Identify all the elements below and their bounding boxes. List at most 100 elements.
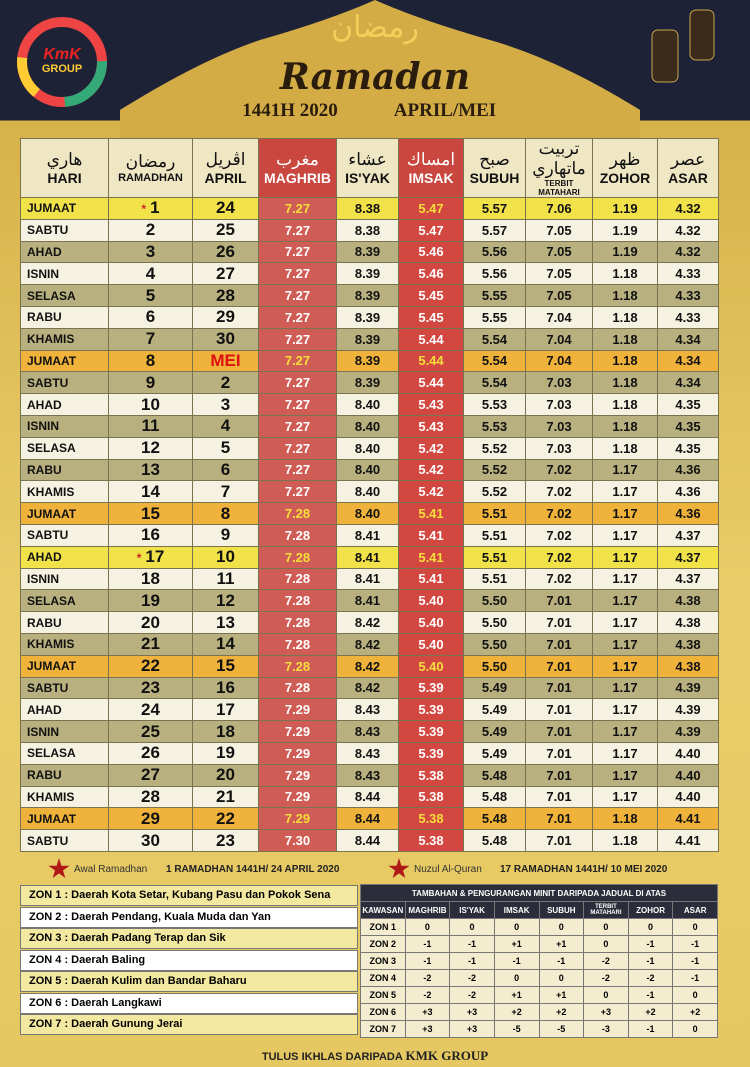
cell: 5.54 — [463, 327, 526, 351]
cell: 7.28 — [258, 589, 337, 613]
cell-text: ISNIN — [27, 724, 60, 739]
cell: 7.27 — [258, 197, 337, 220]
cell-text: 5.49 — [481, 680, 508, 696]
cell-text: 13 — [141, 459, 160, 479]
cell: 1.18 — [592, 284, 658, 307]
cell-text: 25 — [141, 721, 160, 741]
table-row: SELASA 12 5 7.27 8.40 5.42 5.52 7.03 1.18 4.35 — [20, 436, 719, 460]
header-label: TERBIT MATAHARI — [538, 179, 580, 197]
table-row: JUMAAT * 1 24 7.27 8.38 5.47 5.57 7.06 1.19 4.32 — [20, 197, 719, 220]
cell-text: 7.01 — [546, 745, 572, 761]
cell-text: 9 — [220, 525, 231, 545]
cell: 7.05 — [525, 262, 593, 286]
adjustment-row: ZON 7 +3 +3 -5 -5 -3 -1 0 — [360, 1020, 718, 1038]
note-text: 17 RAMADHAN 1441H/ 10 MEI 2020 — [500, 864, 668, 875]
table-row: AHAD 24 17 7.29 8.43 5.39 5.49 7.01 1.17 4.39 — [20, 698, 719, 722]
adjustment-cell: -2 — [404, 969, 451, 987]
cell: 8.42 — [336, 632, 399, 656]
cell: 3 — [108, 240, 193, 264]
cell: 16 — [192, 676, 259, 700]
cell: 10 — [108, 393, 193, 416]
cell: 7.27 — [258, 240, 337, 264]
cell-text: 7.03 — [546, 375, 572, 391]
cell-text: 5.40 — [418, 593, 444, 609]
cell-text: 5.41 — [418, 549, 444, 565]
cell-text: 7.29 — [284, 811, 311, 827]
cell-text: 7.02 — [546, 549, 572, 565]
table-row: JUMAAT 8 MEI 7.27 8.39 5.44 5.54 7.04 1.18 4.34 — [20, 349, 719, 373]
cell-text: KHAMIS — [27, 332, 75, 347]
adjustment-cell: +3 — [449, 1003, 495, 1021]
adjustment-cell: ZON 1 — [360, 918, 406, 936]
adjustment-cell: 0 — [583, 935, 629, 953]
cell: 5.49 — [463, 676, 526, 700]
cell: 4.39 — [657, 698, 719, 722]
cell: 1.19 — [592, 240, 658, 264]
cell: 7.05 — [525, 240, 593, 264]
cell-text: 8.44 — [354, 811, 381, 827]
cell-text: 7.01 — [546, 658, 572, 674]
cell-text: 5.47 — [418, 200, 444, 216]
cell: 4.39 — [657, 720, 719, 743]
cell-text: 7.28 — [284, 636, 311, 652]
cell: 7.01 — [525, 589, 593, 613]
star-icon — [388, 858, 410, 879]
cell: 5.50 — [463, 589, 526, 613]
cell: 7.27 — [258, 371, 337, 395]
adjustment-cell: ZON 2 — [360, 935, 406, 953]
cell-text: SABTU — [27, 528, 69, 543]
cell-text: RABU — [27, 462, 62, 477]
cell-text: 8 — [145, 350, 156, 370]
cell-text: 28 — [141, 786, 160, 806]
header-row: هاري HARI رمضان RAMADHAN اڤريل APRIL مغرب MAGHR… — [20, 138, 719, 198]
cell-text: 7.04 — [546, 331, 572, 347]
cell: 1.17 — [592, 632, 658, 656]
cell-text: 8.43 — [354, 745, 381, 761]
adjustment-cell: ZON 7 — [360, 1020, 406, 1038]
cell-text: 7.02 — [546, 527, 572, 543]
cell: 8.40 — [336, 458, 399, 482]
cell-text: 7.04 — [546, 309, 572, 325]
cell: 4.34 — [657, 371, 719, 395]
cell: 23 — [192, 829, 259, 852]
cell: 8.41 — [336, 545, 399, 569]
adjustment-cell: 0 — [538, 918, 585, 936]
cell: 5.48 — [463, 763, 526, 787]
header-label: SUBUH — [469, 170, 520, 186]
cell: 5.42 — [398, 458, 464, 482]
cell: 4.36 — [657, 480, 719, 504]
cell-text: 6 — [220, 459, 231, 479]
cell-text: 27 — [141, 765, 160, 785]
cell-text: 7.05 — [546, 244, 572, 260]
cell: 5.41 — [398, 502, 464, 525]
cell: 7.06 — [525, 197, 593, 220]
cell: 4.38 — [657, 589, 719, 613]
cell-text: JUMAAT — [27, 659, 77, 674]
cell: 5.57 — [463, 197, 526, 220]
header-label: IS'YAK — [345, 170, 390, 186]
adjustment-cell: +3 — [404, 1020, 451, 1038]
adjustment-cell: +2 — [672, 1003, 718, 1021]
cell-text: 7.27 — [284, 331, 311, 347]
cell: 1.17 — [592, 480, 658, 504]
cell-text: 7.03 — [546, 440, 572, 456]
cell: * 17 — [108, 545, 193, 569]
cell-text: 8.41 — [354, 593, 381, 609]
cell: 7.04 — [525, 349, 593, 373]
cell-text: 7.05 — [546, 288, 572, 304]
column-header: تربيت ماتهاري TERBIT MATAHARI — [525, 138, 593, 198]
cell-text: 1.17 — [612, 593, 638, 609]
cell-text: 1.18 — [612, 811, 638, 827]
cell-text: 7 — [145, 329, 156, 349]
cell-text: 1.18 — [612, 288, 638, 304]
cell: 3 — [192, 393, 259, 416]
cell-text: 1.18 — [612, 440, 638, 456]
cell-text: 5.41 — [418, 571, 444, 587]
cell-text: 1.18 — [612, 266, 638, 282]
cell: 4.39 — [657, 676, 719, 700]
cell-text: 7.27 — [284, 266, 311, 282]
adjustment-cell: 0 — [583, 918, 629, 936]
adjustment-cell: ZON 4 — [360, 969, 406, 987]
header-arabic: ظهر — [609, 150, 641, 169]
cell: 8.42 — [336, 611, 399, 634]
